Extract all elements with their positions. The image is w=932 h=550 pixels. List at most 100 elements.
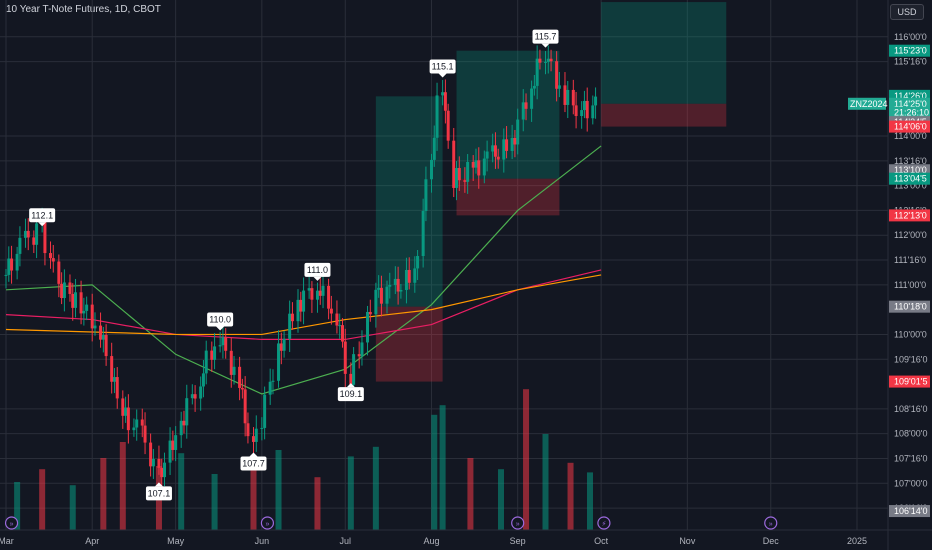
candle-body — [93, 325, 97, 329]
price-callouts: 112.1 110.0 111.0 115.1 115.7 107.1 107.7 109.1 — [29, 29, 559, 501]
candle-body — [516, 119, 520, 145]
candle-body — [318, 290, 322, 296]
price-axis-label: 111'16'0 — [894, 255, 926, 265]
candle-body — [407, 269, 411, 283]
candle-body — [199, 386, 203, 399]
candle-body — [580, 110, 584, 117]
candle-body — [327, 285, 331, 309]
candle-body — [530, 88, 534, 109]
lightning-icon[interactable] — [597, 516, 611, 530]
position-profit-zone — [456, 50, 560, 179]
candle-body — [174, 435, 178, 450]
candle-body — [15, 253, 19, 271]
candle-body — [171, 440, 175, 450]
candle-body — [132, 427, 136, 431]
price-callout-box — [207, 312, 234, 327]
candle-body — [446, 110, 450, 141]
candle-body — [179, 420, 183, 436]
candles — [4, 45, 598, 491]
candle-body — [307, 288, 311, 291]
position-loss-zone — [375, 306, 443, 382]
time-axis-label: May — [167, 536, 185, 546]
candle-body — [112, 377, 116, 382]
price-tag-label: 113'04'5 — [894, 174, 927, 184]
candle-body — [477, 160, 481, 176]
candle-body — [224, 337, 228, 351]
price-callout-pointer — [438, 73, 447, 78]
event-icons: » » » ⚡ » — [4, 516, 778, 530]
price-axis: 116'00'0 115'16'0 114'00'0 113'16'0 113'00'0… — [848, 32, 930, 518]
candle-body — [182, 420, 186, 426]
candle-body — [124, 407, 128, 416]
price-tag — [889, 172, 930, 185]
candle-body — [218, 345, 222, 347]
time-axis-label: Aug — [423, 536, 439, 546]
candle-body — [157, 458, 161, 468]
price-axis-label: 108'16'0 — [894, 404, 927, 414]
candle-body — [424, 179, 428, 211]
time-axis-label: Nov — [679, 536, 696, 546]
candle-body — [377, 287, 381, 290]
price-callout-label: 107.7 — [242, 459, 265, 469]
time-axis: Mar Apr May Jun Jul Aug Sep Oct Nov Dec 2025 — [0, 536, 867, 546]
candle-body — [26, 230, 30, 238]
price-axis-label: 113'00'0 — [894, 181, 927, 191]
candle-body — [343, 341, 347, 374]
volume-bar — [587, 472, 593, 530]
price-tag — [889, 44, 930, 57]
event-icon-glyph: » — [516, 521, 520, 528]
price-axis-label: 110'00'0 — [894, 329, 927, 339]
time-axis-label: Dec — [763, 536, 780, 546]
price-callout-box — [240, 456, 267, 471]
candle-body — [121, 398, 125, 416]
candle-body — [288, 313, 292, 339]
moving-average-line — [5, 269, 602, 341]
candle-body — [221, 337, 225, 346]
candle-body — [329, 308, 333, 314]
event-arrow-icon[interactable] — [4, 516, 19, 530]
candle-body — [296, 299, 300, 322]
price-tag-label: 114'25'0 — [894, 99, 927, 109]
candle-body — [232, 366, 236, 375]
volume-bar — [467, 458, 474, 530]
price-tag — [889, 106, 930, 119]
candle-body — [60, 283, 64, 299]
candle-body — [210, 350, 214, 360]
candle-body — [160, 467, 164, 478]
price-callout-box — [429, 59, 456, 74]
event-arrow-icon[interactable] — [764, 516, 778, 530]
currency-selector[interactable]: USD — [890, 4, 924, 20]
price-callout-label: 112.1 — [31, 210, 53, 220]
candle-body — [277, 343, 281, 381]
price-callout-pointer — [38, 222, 47, 227]
candle-body — [135, 419, 139, 428]
price-callout-box — [304, 262, 331, 277]
event-arrow-icon[interactable] — [511, 516, 525, 530]
symbol-tag — [848, 97, 886, 110]
candle-body — [74, 292, 78, 308]
price-callout-box — [29, 208, 56, 223]
price-axis-label: 116'00'0 — [894, 32, 927, 42]
candle-body — [126, 407, 130, 431]
candle-body — [68, 282, 72, 294]
candle-body — [110, 356, 114, 382]
candle-body — [85, 304, 89, 311]
candle-body — [532, 85, 536, 89]
volume-bar — [372, 446, 379, 530]
price-axis-label: 109'16'0 — [894, 354, 927, 364]
candle-body — [254, 428, 258, 442]
position-profit-zone — [601, 2, 727, 104]
candle-body — [201, 373, 205, 387]
event-arrow-icon[interactable] — [260, 516, 275, 530]
candle-body — [43, 220, 47, 254]
candle-body — [493, 145, 497, 157]
price-callout-pointer — [216, 326, 225, 331]
price-tag-label: 109'01'5 — [894, 377, 927, 387]
candle-body — [505, 139, 509, 151]
candle-body — [421, 210, 425, 257]
candle-body — [413, 268, 417, 283]
candle-body — [238, 366, 242, 388]
candle-body — [388, 285, 392, 287]
